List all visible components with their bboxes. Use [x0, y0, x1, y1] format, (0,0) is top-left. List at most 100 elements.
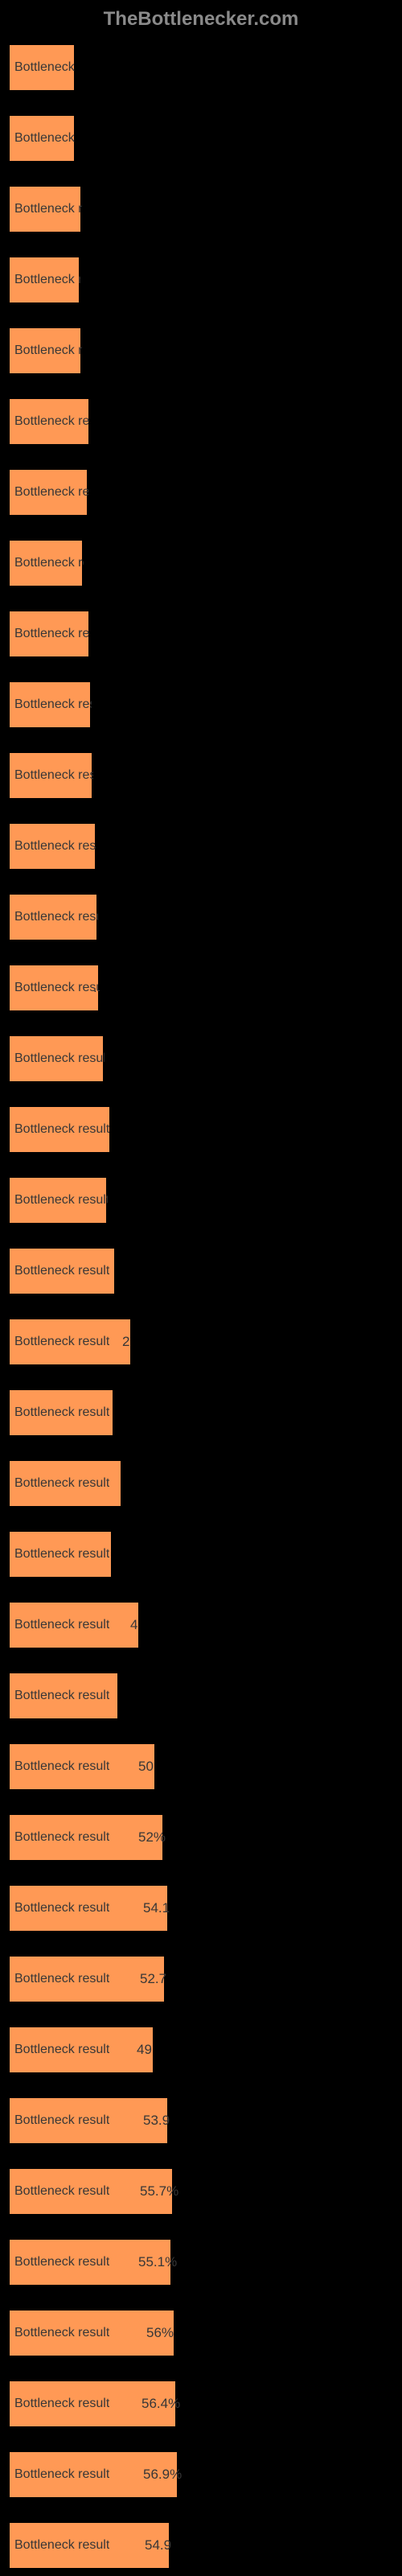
bar-row: Bottleneck result: [10, 1107, 392, 1152]
bar: Bottleneck result: [10, 753, 92, 798]
bar: Bottleneck result: [10, 1744, 154, 1789]
bar-label: Bottleneck resu: [14, 344, 82, 358]
bar-value-label: 52.7: [140, 1971, 166, 1987]
bar-label: Bottleneck resu: [14, 273, 80, 287]
bar-label: Bottleneck result: [14, 627, 90, 641]
bar-row: Bottleneck result 55.1%: [10, 2240, 392, 2285]
bar-label: Bottleneck result: [14, 1547, 109, 1562]
bar-label: Bottleneck result: [14, 1901, 109, 1916]
bar-value-label: 55.1%: [138, 2254, 177, 2270]
bar-label: Bottleneck result: [14, 2255, 109, 2269]
bar-label: Bottleneck result: [14, 414, 90, 429]
bar-label: Bottleneck res: [14, 131, 76, 146]
bar-row: Bottleneck result54.9: [10, 2523, 392, 2568]
bar-row: Bottleneck resu: [10, 257, 392, 302]
bar: Bottleneck result: [10, 1107, 109, 1152]
bar-value-label: 55.7%: [140, 2183, 178, 2199]
bar: Bottleneck result: [10, 1319, 130, 1364]
bar: Bottleneck result: [10, 1603, 138, 1648]
bar-label: Bottleneck res: [14, 60, 76, 75]
bar-label: Bottleneck result: [14, 1405, 109, 1420]
bar-value-label: 50: [138, 1759, 154, 1775]
bar-row: Bottleneck result: [10, 824, 392, 869]
bar-label: Bottleneck result: [14, 2467, 109, 2482]
bar-label: Bottleneck result: [14, 1618, 109, 1632]
bar: Bottleneck result: [10, 1249, 114, 1294]
bar-row: Bottleneck resu: [10, 328, 392, 373]
bar-label: Bottleneck result: [14, 485, 88, 500]
bar-label: Bottleneck result: [14, 839, 96, 854]
bar-label: Bottleneck result: [14, 1972, 109, 1986]
bar-row: Bottleneck resu: [10, 541, 392, 586]
bar-row: Bottleneck result 4: [10, 1603, 392, 1648]
bar-row: Bottleneck result2: [10, 1319, 392, 1364]
bar-label: Bottleneck result: [14, 1122, 109, 1137]
bar-value-label: 49: [137, 2042, 152, 2058]
bar: Bottleneck result: [10, 965, 98, 1010]
bar-row: Bottleneck result 49: [10, 2027, 392, 2072]
bar: Bottleneck res: [10, 45, 74, 90]
bar-label: Bottleneck resu: [14, 202, 82, 216]
bar-row: Bottleneck result: [10, 1532, 392, 1577]
bar-label: Bottleneck result: [14, 2043, 109, 2057]
bar: Bottleneck result: [10, 1036, 103, 1081]
bar-row: Bottleneck result: [10, 1249, 392, 1294]
bar-value-label: .: [93, 980, 97, 996]
bar-label: Bottleneck result: [14, 2184, 109, 2199]
bar: Bottleneck result: [10, 399, 88, 444]
bar-label: Bottleneck result: [14, 1830, 109, 1845]
bar-row: Bottleneck result: [10, 1036, 392, 1081]
bar-label: Bottleneck result: [14, 1051, 105, 1066]
bar-label: Bottleneck result: [14, 1759, 109, 1774]
bar-row: Bottleneck result: [10, 1673, 392, 1718]
bar-row: Bottleneck result52%: [10, 1815, 392, 1860]
bar-row: Bottleneck result.: [10, 965, 392, 1010]
bar-row: Bottleneck result: [10, 895, 392, 940]
bar-label: Bottleneck result: [14, 768, 93, 783]
bar-row: Bottleneck result: [10, 611, 392, 656]
bar: Bottleneck resu: [10, 328, 80, 373]
bar-row: Bottleneck result 54.1: [10, 1886, 392, 1931]
bar-value-label: 54.9: [145, 2537, 171, 2553]
bar-value-label: 54.1: [143, 1900, 170, 1916]
bar: Bottleneck result: [10, 682, 90, 727]
bar: Bottleneck res: [10, 116, 74, 161]
bar-row: Bottleneck result: [10, 399, 392, 444]
bar-value-label: 53.9: [143, 2113, 170, 2129]
bar-row: Bottleneck result 50: [10, 1744, 392, 1789]
bar: Bottleneck result: [10, 1532, 111, 1577]
bar-row: Bottleneck result: [10, 753, 392, 798]
bar-row: Bottleneck result: [10, 1178, 392, 1223]
bar-label: Bottleneck result: [14, 697, 92, 712]
bar-row: Bottleneck result 52.7: [10, 1957, 392, 2002]
bar-row: Bottleneck result 56%: [10, 2311, 392, 2356]
bar-row: Bottleneck result: [10, 470, 392, 515]
bar-row: Bottleneck resu: [10, 187, 392, 232]
bar: Bottleneck result: [10, 1390, 113, 1435]
bar: Bottleneck result: [10, 1673, 117, 1718]
bar-value-label: 4: [130, 1617, 137, 1633]
bar-row: Bottleneck result56.9%: [10, 2452, 392, 2497]
bar-value-label: 56%: [146, 2325, 174, 2341]
bar-row: Bottleneck result: [10, 1461, 392, 1506]
bar-label: Bottleneck result: [14, 2326, 109, 2340]
bar-value-label: 2: [122, 1334, 129, 1350]
bar-row: Bottleneck result: [10, 682, 392, 727]
bar-label: Bottleneck result: [14, 2397, 109, 2411]
bar-label: Bottleneck result: [14, 1193, 108, 1208]
bar-row: Bottleneck res: [10, 45, 392, 90]
bar: Bottleneck resu: [10, 541, 82, 586]
bar: Bottleneck result: [10, 470, 87, 515]
bar-row: Bottleneck result53.9: [10, 2098, 392, 2143]
bar-row: Bottleneck result56.4%: [10, 2381, 392, 2426]
bar-row: Bottleneck res: [10, 116, 392, 161]
brand-title: TheBottlenecker.com: [10, 8, 392, 31]
bar: Bottleneck result: [10, 1461, 121, 1506]
bar: Bottleneck result: [10, 2027, 153, 2072]
bar: Bottleneck resu: [10, 187, 80, 232]
bar-row: Bottleneck result 55.7%: [10, 2169, 392, 2214]
bar: Bottleneck result: [10, 611, 88, 656]
bottleneck-bar-chart: Bottleneck res Bottleneck res Bottleneck r…: [10, 45, 392, 2568]
bar-label: Bottleneck result: [14, 910, 98, 924]
bar-label: Bottleneck resu: [14, 556, 84, 570]
